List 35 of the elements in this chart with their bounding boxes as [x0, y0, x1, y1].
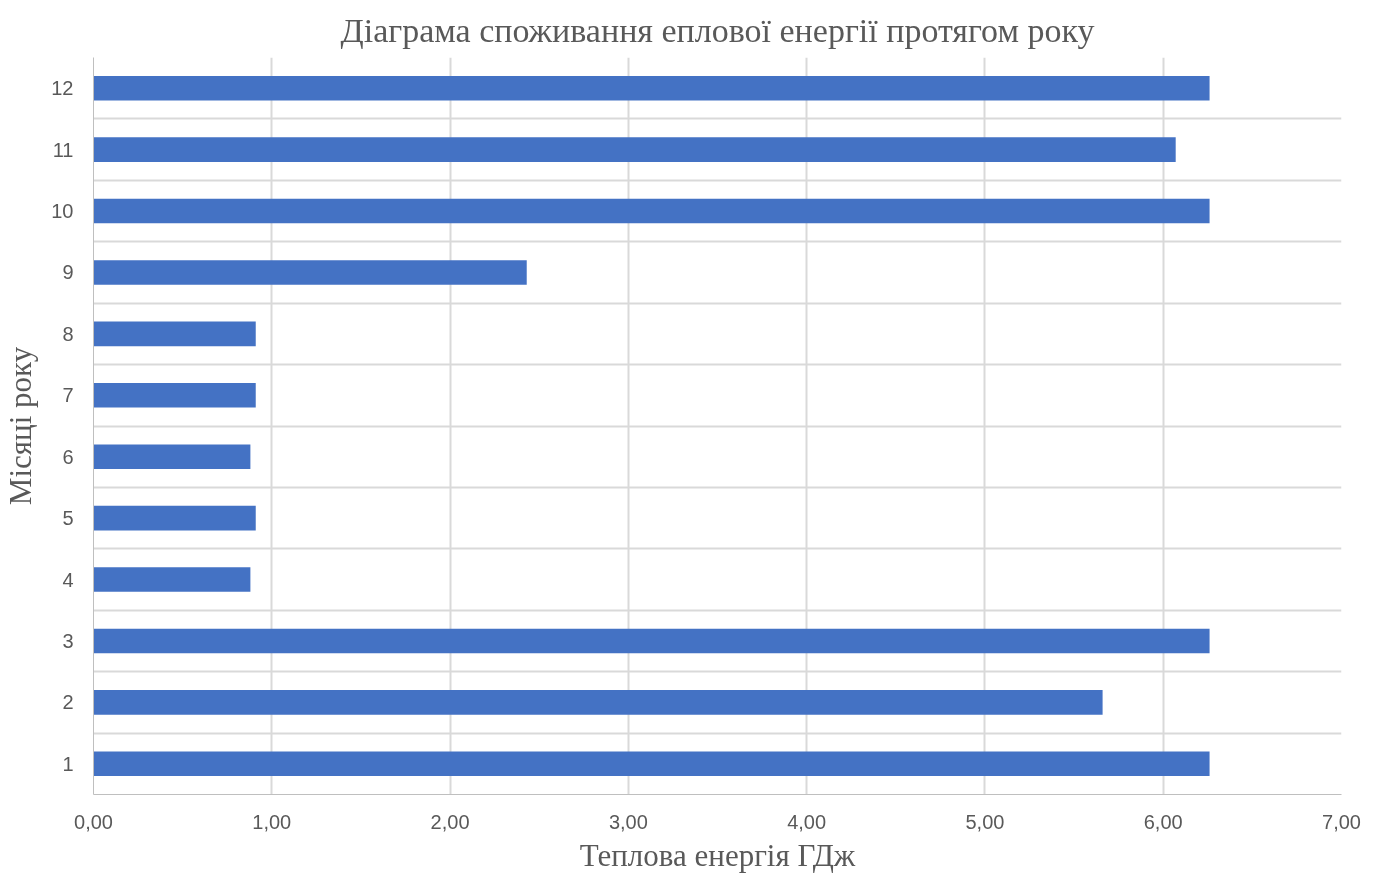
- chart-title: Діаграма споживання еплової енергії протягом року: [340, 11, 1095, 49]
- x-tick-label: 4,00: [787, 810, 827, 833]
- y-axis-title: Місяці року: [3, 346, 39, 506]
- y-tick-label: 9: [62, 261, 74, 284]
- bar: [93, 321, 256, 347]
- y-tick-label: 12: [51, 77, 74, 100]
- bar: [93, 383, 256, 408]
- x-tick-label: 1,00: [252, 810, 292, 833]
- y-tick-label: 4: [62, 568, 74, 591]
- x-tick-label: 5,00: [965, 810, 1005, 833]
- y-tick-label: 10: [51, 200, 74, 223]
- y-tick-label: 1: [62, 752, 74, 775]
- y-tick-label: 3: [62, 629, 74, 652]
- bar: [93, 690, 1103, 715]
- bar: [93, 567, 251, 592]
- bar: [93, 198, 1210, 224]
- y-tick-label: 11: [52, 138, 74, 161]
- bar: [93, 628, 1210, 654]
- bar: [93, 75, 1210, 101]
- x-tick-label: 6,00: [1143, 810, 1183, 833]
- bar: [93, 505, 256, 531]
- x-axis-title: Теплова енергія ГДж: [579, 837, 856, 873]
- x-tick-label: 7,00: [1322, 810, 1361, 833]
- y-tick-label: 8: [62, 322, 74, 345]
- x-tick-label: 2,00: [430, 810, 470, 833]
- bar: [93, 751, 1210, 777]
- y-tick-label: 5: [62, 507, 74, 530]
- bar: [93, 137, 1176, 162]
- y-tick-label: 7: [62, 384, 74, 407]
- bar: [93, 444, 251, 469]
- bar: [93, 260, 527, 285]
- y-tick-label: 2: [62, 691, 74, 714]
- x-tick-label: 3,00: [608, 810, 648, 833]
- x-tick-label: 0,00: [74, 810, 113, 833]
- y-tick-label: 6: [62, 445, 74, 468]
